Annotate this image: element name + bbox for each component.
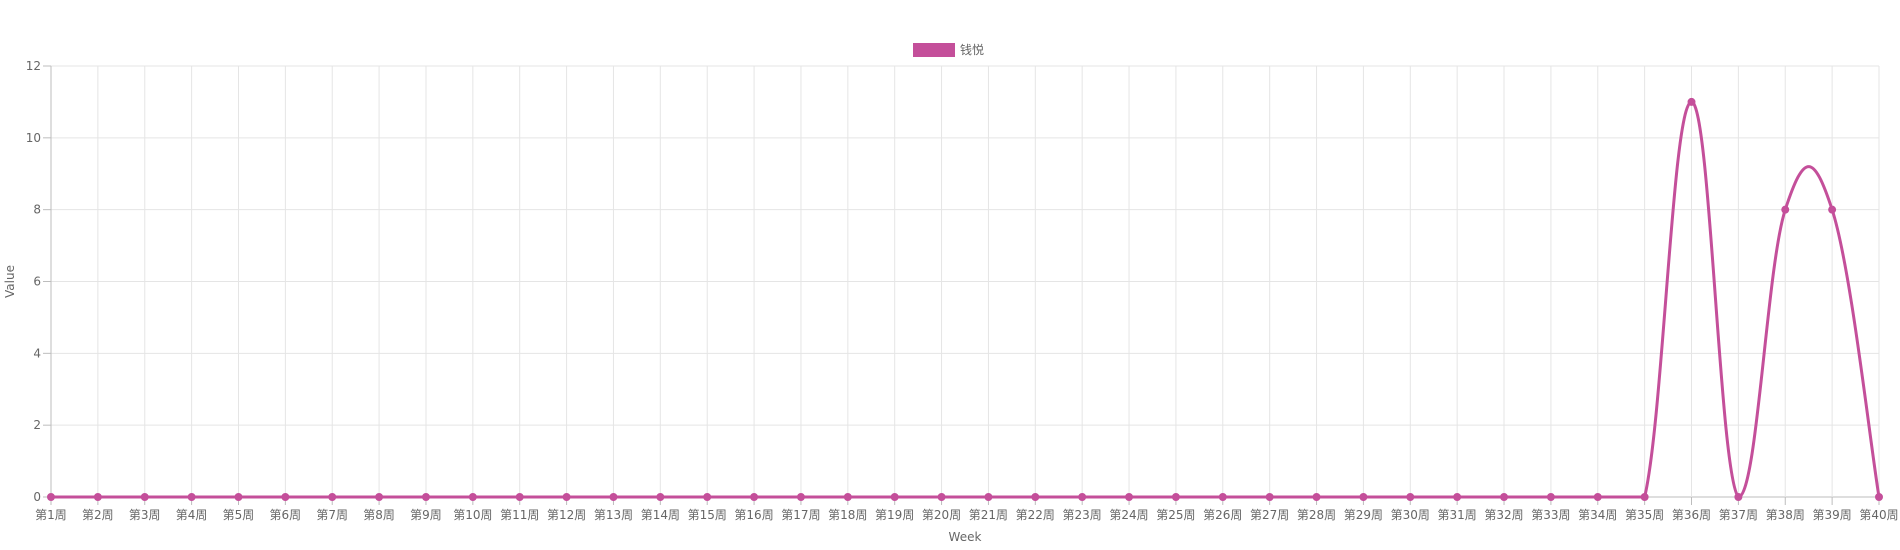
- data-point: [468, 493, 477, 501]
- data-point: [1546, 493, 1555, 501]
- data-point: [93, 493, 102, 501]
- grid-lines: [50, 65, 1880, 498]
- data-point: [1406, 493, 1415, 501]
- y-axis-title: Value: [3, 265, 17, 298]
- legend-swatch[interactable]: [913, 43, 955, 57]
- x-tick-label: 第35周: [1625, 508, 1664, 522]
- x-tick-label: 第11周: [500, 508, 539, 522]
- data-point: [843, 493, 852, 501]
- data-point: [1218, 493, 1227, 501]
- x-tick-label: 第2周: [82, 508, 114, 522]
- data-point: [1453, 493, 1462, 501]
- y-tick-label: 2: [33, 418, 41, 432]
- x-tick-label: 第26周: [1203, 508, 1242, 522]
- data-point: [1640, 493, 1649, 501]
- x-axis-ticks: 第1周 第2周 第3周 第4周 第5周 第6周 第7周 第8周 第9周 第10周 第11周 第12周第…: [35, 497, 1899, 522]
- x-tick-label: 第19周: [875, 508, 914, 522]
- x-tick-label: 第28周: [1297, 508, 1336, 522]
- x-tick-label: 第29周: [1344, 508, 1383, 522]
- x-tick-label: 第5周: [223, 508, 255, 522]
- series-layer: [47, 97, 1883, 501]
- data-point: [1734, 493, 1743, 501]
- x-axis-title: Week: [949, 530, 982, 544]
- y-axis-ticks: 0 2 4 6 8 10 12: [26, 59, 51, 504]
- data-point: [47, 493, 55, 501]
- y-tick-label: 0: [33, 490, 41, 504]
- y-tick-label: 10: [26, 131, 41, 145]
- x-tick-label: 第24周: [1109, 508, 1148, 522]
- y-tick-label: 6: [33, 275, 41, 289]
- data-point: [1875, 493, 1883, 501]
- legend[interactable]: 钱悦: [913, 42, 984, 57]
- data-point: [281, 493, 290, 501]
- legend-label[interactable]: 钱悦: [960, 42, 984, 57]
- data-point: [187, 493, 196, 501]
- data-point: [1078, 493, 1087, 501]
- data-point: [140, 493, 149, 501]
- data-point: [1265, 493, 1274, 501]
- x-tick-label: 第36周: [1672, 508, 1711, 522]
- data-point: [421, 493, 430, 501]
- x-tick-label: 第40周: [1859, 508, 1898, 522]
- x-tick-label: 第27周: [1250, 508, 1289, 522]
- x-tick-label: 第16周: [734, 508, 773, 522]
- data-point: [328, 493, 337, 501]
- data-point: [656, 493, 665, 501]
- x-tick-label: 第31周: [1438, 508, 1477, 522]
- data-point: [609, 493, 618, 501]
- x-tick-label: 第14周: [641, 508, 680, 522]
- x-tick-label: 第3周: [129, 508, 161, 522]
- series-line-qianyue: [51, 100, 1881, 499]
- x-tick-label: 第23周: [1063, 508, 1102, 522]
- data-point: [1171, 493, 1180, 501]
- data-point: [750, 493, 759, 501]
- data-point: [562, 493, 571, 501]
- data-point: [890, 493, 899, 501]
- data-point: [1500, 493, 1509, 501]
- x-tick-label: 第12周: [547, 508, 586, 522]
- x-tick-label: 第22周: [1016, 508, 1055, 522]
- data-point: [234, 493, 243, 501]
- data-point: [1312, 493, 1321, 501]
- x-tick-label: 第30周: [1391, 508, 1430, 522]
- x-tick-label: 第9周: [410, 508, 442, 522]
- x-tick-label: 第39周: [1812, 508, 1851, 522]
- x-tick-label: 第25周: [1156, 508, 1195, 522]
- x-tick-label: 第15周: [688, 508, 727, 522]
- x-tick-label: 第21周: [969, 508, 1008, 522]
- x-tick-label: 第6周: [270, 508, 302, 522]
- x-tick-label: 第32周: [1484, 508, 1523, 522]
- x-tick-label: 第13周: [594, 508, 633, 522]
- x-tick-label: 第20周: [922, 508, 961, 522]
- data-point: [375, 493, 384, 501]
- y-tick-label: 8: [33, 203, 41, 217]
- x-tick-label: 第33周: [1531, 508, 1570, 522]
- data-point: [1687, 97, 1696, 106]
- x-tick-label: 第1周: [35, 508, 67, 522]
- x-tick-label: 第37周: [1719, 508, 1758, 522]
- y-tick-label: 12: [26, 59, 41, 73]
- data-point: [515, 493, 524, 501]
- x-tick-label: 第4周: [176, 508, 208, 522]
- x-tick-label: 第17周: [781, 508, 820, 522]
- data-point: [1828, 205, 1837, 214]
- x-tick-label: 第7周: [316, 508, 348, 522]
- data-point: [937, 493, 946, 501]
- data-point: [984, 493, 993, 501]
- data-point: [1125, 493, 1134, 501]
- data-point: [703, 493, 712, 501]
- x-tick-label: 第34周: [1578, 508, 1617, 522]
- data-point: [1781, 205, 1790, 214]
- x-tick-label: 第8周: [363, 508, 395, 522]
- x-tick-label: 第10周: [453, 508, 492, 522]
- data-point: [1031, 493, 1040, 501]
- x-tick-label: 第38周: [1766, 508, 1805, 522]
- data-point: [796, 493, 805, 501]
- data-point: [1359, 493, 1368, 501]
- x-tick-label: 第18周: [828, 508, 867, 522]
- data-point: [1593, 493, 1602, 501]
- y-tick-label: 4: [33, 346, 41, 360]
